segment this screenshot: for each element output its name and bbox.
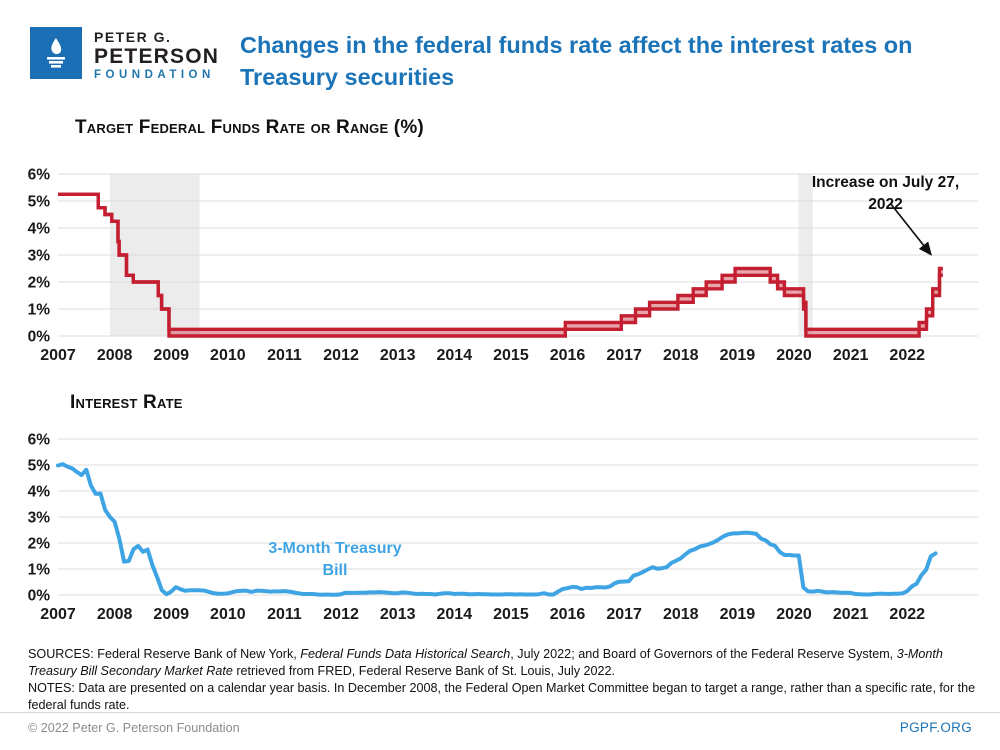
- svg-text:2%: 2%: [28, 275, 51, 292]
- svg-text:2013: 2013: [380, 606, 416, 623]
- svg-text:0%: 0%: [28, 329, 51, 346]
- svg-text:6%: 6%: [28, 167, 51, 184]
- svg-text:2009: 2009: [153, 606, 189, 623]
- svg-text:6%: 6%: [28, 432, 51, 449]
- svg-text:2016: 2016: [550, 606, 586, 623]
- svg-text:2014: 2014: [437, 347, 473, 364]
- sources-text: SOURCES: Federal Reserve Bank of New Yor…: [28, 647, 943, 678]
- svg-text:2018: 2018: [663, 606, 699, 623]
- svg-text:2022: 2022: [889, 606, 925, 623]
- svg-text:0%: 0%: [28, 588, 51, 605]
- fed-funds-chart-title: Target Federal Funds Rate or Range (%): [75, 117, 424, 138]
- svg-text:2007: 2007: [40, 606, 76, 623]
- svg-text:2010: 2010: [210, 347, 246, 364]
- svg-text:2017: 2017: [606, 347, 642, 364]
- svg-text:1%: 1%: [28, 562, 51, 579]
- footer-bar: © 2022 Peter G. Peterson Foundation PGPF…: [0, 712, 1000, 735]
- svg-text:4%: 4%: [28, 221, 51, 238]
- copyright-text: © 2022 Peter G. Peterson Foundation: [28, 720, 240, 735]
- svg-text:1%: 1%: [28, 302, 51, 319]
- fed-funds-chart-area: 6% 5% 4% 3% 2% 1% 0% 2007 2008 2009 2010 2011 2012 20…: [20, 158, 990, 373]
- treasury-bill-series-label: 3-Month Treasury Bill: [268, 540, 402, 579]
- svg-text:2020: 2020: [776, 606, 812, 623]
- svg-text:2022: 2022: [889, 347, 925, 364]
- svg-text:5%: 5%: [28, 194, 51, 211]
- interest-rate-chart-area: 6% 5% 4% 3% 2% 1% 0% 2007 2008 2009 2010 2011 2012 20…: [20, 423, 990, 638]
- svg-text:2015: 2015: [493, 347, 529, 364]
- svg-text:4%: 4%: [28, 484, 51, 501]
- svg-text:2018: 2018: [663, 347, 699, 364]
- logo-line-2: PETERSON: [94, 45, 220, 68]
- svg-text:2021: 2021: [833, 347, 869, 364]
- svg-text:2016: 2016: [550, 347, 586, 364]
- svg-text:2010: 2010: [210, 606, 246, 623]
- notes-text: NOTES: Data are presented on a calendar …: [28, 680, 976, 712]
- page-title: Changes in the federal funds rate affect…: [240, 32, 913, 90]
- footer-notes: SOURCES: Federal Reserve Bank of New Yor…: [28, 646, 976, 714]
- increase-annotation: Increase on July 27, 2022: [811, 174, 960, 213]
- svg-text:2011: 2011: [267, 606, 302, 623]
- pgpf-org-link[interactable]: PGPF.ORG: [899, 720, 972, 735]
- svg-text:2021: 2021: [833, 606, 869, 623]
- svg-text:5%: 5%: [28, 458, 51, 475]
- svg-text:2008: 2008: [97, 347, 133, 364]
- svg-text:2008: 2008: [97, 606, 133, 623]
- foundation-logo[interactable]: PETER G. PETERSON FOUNDATION: [30, 27, 220, 81]
- svg-text:2020: 2020: [776, 347, 812, 364]
- fed-funds-chart: 6% 5% 4% 3% 2% 1% 0%2007 2008 2009 2010 2011 2012 20…: [28, 167, 978, 364]
- svg-text:2017: 2017: [606, 606, 642, 623]
- logo-text: PETER G. PETERSON FOUNDATION: [94, 27, 220, 81]
- svg-text:2%: 2%: [28, 536, 51, 553]
- svg-text:3%: 3%: [28, 510, 51, 527]
- svg-text:2019: 2019: [720, 606, 756, 623]
- logo-line-1: PETER G.: [94, 29, 172, 45]
- svg-text:3%: 3%: [28, 248, 51, 265]
- logo-square: [30, 27, 82, 79]
- svg-text:2012: 2012: [323, 347, 359, 364]
- svg-text:2007: 2007: [40, 347, 76, 364]
- interest-rate-chart: 6% 5% 4% 3% 2% 1% 0%2007 2008 2009 2010 2011 2012 20…: [28, 432, 978, 623]
- logo-line-3: FOUNDATION: [94, 69, 215, 81]
- svg-text:2012: 2012: [323, 606, 359, 623]
- svg-text:2009: 2009: [153, 347, 189, 364]
- svg-text:2013: 2013: [380, 347, 416, 364]
- svg-text:2015: 2015: [493, 606, 529, 623]
- svg-text:2014: 2014: [437, 606, 473, 623]
- torch-icon: [47, 38, 65, 68]
- svg-text:2019: 2019: [720, 347, 756, 364]
- svg-text:2011: 2011: [267, 347, 302, 364]
- interest-rate-chart-title: Interest Rate: [70, 392, 183, 413]
